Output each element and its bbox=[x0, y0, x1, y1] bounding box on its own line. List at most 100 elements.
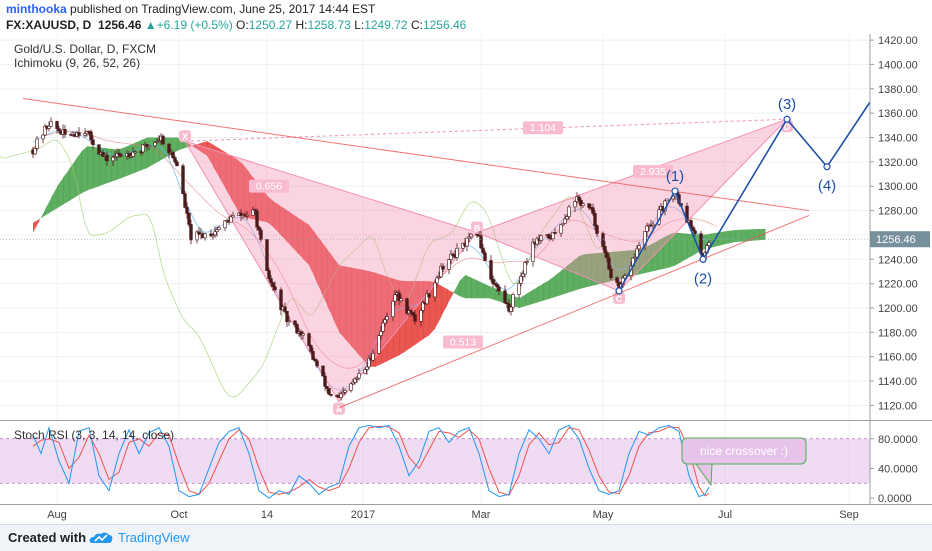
candle-body bbox=[593, 213, 597, 226]
candle-body bbox=[283, 306, 287, 312]
candle-body bbox=[615, 277, 619, 283]
cloud-segment-bullish bbox=[675, 232, 682, 266]
candle-body bbox=[413, 314, 417, 322]
stoch-tick-label: 40.0000 bbox=[878, 463, 918, 475]
pattern-ratio-label: 2.935 bbox=[640, 166, 666, 178]
cloud-segment-bearish bbox=[261, 187, 268, 223]
time-tick-label: Sep bbox=[839, 509, 859, 521]
cloud-segment-bullish bbox=[645, 244, 652, 273]
cloud-segment-bullish bbox=[483, 283, 490, 299]
price-axis[interactable]: 1120.00 1140.00 1160.00 1180.00 1200.00 1220.… bbox=[870, 35, 918, 505]
tradingview-brand[interactable]: TradingView bbox=[118, 530, 190, 545]
candle-body bbox=[565, 216, 569, 220]
price-tick-label: 1200.00 bbox=[878, 303, 918, 315]
cloud-segment-bullish bbox=[57, 177, 64, 209]
cloud-segment-bullish bbox=[147, 137, 154, 168]
cloud-segment-bullish bbox=[81, 146, 88, 194]
cloud-segment-bullish bbox=[489, 286, 496, 301]
wave-point[interactable] bbox=[699, 255, 707, 263]
cloud-segment-bullish bbox=[741, 229, 748, 242]
cloud-segment-bearish bbox=[273, 201, 280, 234]
candle-body bbox=[105, 154, 109, 162]
support-trendline[interactable] bbox=[338, 214, 810, 409]
ichimoku-legend[interactable]: Ichimoku (9, 26, 52, 26) bbox=[14, 56, 140, 70]
cloud-segment-bullish bbox=[681, 233, 688, 263]
cloud-segment-bullish bbox=[579, 254, 586, 290]
stoch-legend[interactable]: Stoch RSI (3, 3, 14, 14, close) bbox=[14, 428, 174, 442]
candle-body bbox=[175, 161, 179, 167]
candle-body bbox=[259, 229, 263, 240]
candle-body bbox=[313, 359, 317, 362]
candle-body bbox=[117, 152, 121, 155]
wave-point[interactable] bbox=[615, 287, 623, 295]
cloud-segment-bearish bbox=[231, 155, 238, 210]
candle-body bbox=[279, 289, 283, 311]
main-legend[interactable]: Gold/U.S. Dollar, D, FXCM bbox=[14, 42, 156, 56]
candle-body bbox=[435, 277, 439, 284]
time-tick-label: 2017 bbox=[351, 509, 375, 521]
candle-body bbox=[47, 125, 51, 129]
cloud-segment-bullish bbox=[561, 265, 568, 295]
close-label: C: bbox=[410, 18, 423, 32]
cloud-segment-bullish bbox=[129, 142, 136, 175]
price-tick-label: 1420.00 bbox=[878, 35, 918, 47]
stoch-tick-label: 0.0000 bbox=[878, 493, 912, 505]
cloud-segment-bearish bbox=[315, 233, 322, 293]
cloud-segment-bearish bbox=[441, 285, 448, 317]
cloud-segment-bearish bbox=[225, 152, 232, 199]
cloud-segment-bullish bbox=[717, 231, 724, 247]
cloud-segment-bullish bbox=[45, 197, 52, 216]
candle-body bbox=[83, 133, 87, 136]
pattern-point-label: C bbox=[616, 294, 623, 304]
cloud-segment-bullish bbox=[69, 160, 76, 201]
time-tick-label: Jul bbox=[718, 509, 732, 521]
pattern-bcd-triangle[interactable] bbox=[475, 118, 788, 292]
cloud-segment-bearish bbox=[387, 276, 394, 362]
cloud-segment-bearish bbox=[369, 271, 376, 367]
candle-body bbox=[131, 151, 135, 157]
candle-body bbox=[633, 256, 637, 259]
cloud-segment-bearish bbox=[297, 217, 304, 259]
candle-body bbox=[213, 231, 217, 236]
candle-body bbox=[301, 333, 305, 336]
cloud-segment-bullish bbox=[549, 275, 556, 299]
wave-point[interactable] bbox=[823, 163, 831, 171]
candle-body bbox=[139, 151, 143, 154]
candle-body bbox=[287, 320, 291, 323]
open-value: 1250.27 bbox=[248, 18, 293, 32]
candle-body bbox=[469, 233, 473, 238]
wave-label: (2) bbox=[694, 270, 712, 287]
candle-body bbox=[101, 152, 105, 157]
price-change: +6.19 (+0.5%) bbox=[156, 18, 233, 32]
cloud-segment-bullish bbox=[141, 137, 148, 171]
wave-point[interactable] bbox=[783, 115, 791, 123]
candle-body bbox=[307, 333, 311, 346]
annotation[interactable]: nice crossover :) bbox=[681, 437, 807, 487]
pattern-ratio-badge bbox=[249, 179, 289, 193]
candle-body bbox=[63, 129, 67, 135]
candle-body bbox=[253, 209, 257, 212]
cloud-segment-bullish bbox=[123, 145, 130, 178]
cloud-segment-bullish bbox=[531, 287, 538, 305]
pattern-xab-triangle[interactable] bbox=[183, 140, 478, 403]
cloud-segment-bullish bbox=[639, 247, 646, 275]
price-tick-label: 1220.00 bbox=[878, 279, 918, 291]
candle-body bbox=[371, 353, 375, 361]
candle-body bbox=[129, 155, 133, 158]
candle-body bbox=[335, 395, 339, 397]
wave-point[interactable] bbox=[671, 187, 679, 195]
callout-box[interactable] bbox=[681, 437, 807, 465]
harmonic-pattern[interactable]: X A B C D 0.656 0.513 2.935 1.104 bbox=[179, 118, 793, 415]
candle-body bbox=[43, 125, 47, 136]
author-link[interactable]: minthooka bbox=[6, 2, 67, 16]
candle-body bbox=[551, 232, 555, 240]
candle-body bbox=[183, 193, 187, 208]
cloud-segment-bearish bbox=[333, 257, 340, 333]
candle-body bbox=[329, 393, 333, 396]
elliott-waves[interactable]: (1)(2)(3)(4)(5) bbox=[615, 48, 900, 295]
time-axis[interactable]: AugOct142017MarMayJulSep16 bbox=[47, 509, 932, 521]
elliott-wave-path[interactable] bbox=[618, 71, 891, 292]
